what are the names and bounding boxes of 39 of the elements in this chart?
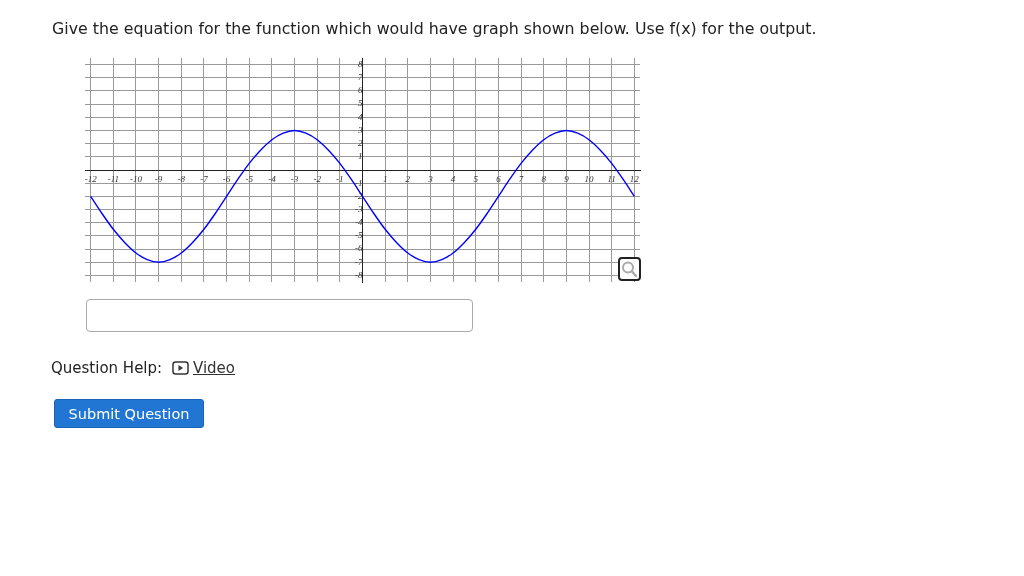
x-tick-label: -10 [129,173,143,184]
x-tick-label: -8 [177,173,186,184]
x-tick-label: -6 [222,173,231,184]
y-tick-label: 1 [358,151,363,162]
x-tick-label: -1 [336,173,344,184]
x-tick-label: 3 [427,173,434,184]
x-tick-label: 10 [584,173,595,184]
x-tick-label: 11 [607,173,616,184]
x-tick-label: -9 [154,173,163,184]
x-tick-label: -5 [245,173,254,184]
x-tick-label: 7 [518,173,524,184]
text: Video [193,358,236,378]
x-tick-label: 6 [496,173,502,184]
text: Question Help: [51,358,163,378]
y-tick-label: 7 [358,72,363,83]
text: Submit Question [68,404,190,423]
y-tick-label: 6 [358,85,363,96]
y-tick-label: 5 [358,98,363,109]
x-tick-label: 9 [564,173,570,184]
chart-title: Give the equation for the function which would have graph shown below. Use f(x) for the output. [52,18,817,40]
x-tick-label: 1 [382,173,388,184]
x-tick-label: 12 [629,173,640,184]
x-tick-label: -7 [200,173,209,184]
x-tick-label: -3 [290,173,299,184]
y-tick-label: -5 [355,230,363,241]
x-tick-label: 8 [541,173,547,184]
x-tick-label: -12 [84,173,98,184]
y-tick-label: 2 [358,138,363,149]
y-tick-label: -4 [355,217,363,228]
y-tick-label: 3 [357,124,363,135]
x-tick-label: 2 [405,173,411,184]
y-tick-label: 4 [358,111,363,122]
x-tick-label: -4 [268,173,277,184]
y-tick-label: 8 [358,58,363,69]
x-tick-label: 4 [450,173,456,184]
x-tick-label: -2 [313,173,322,184]
x-tick-label: -11 [107,173,119,184]
x-tick-label: 5 [473,173,479,184]
y-tick-label: -3 [355,203,363,214]
